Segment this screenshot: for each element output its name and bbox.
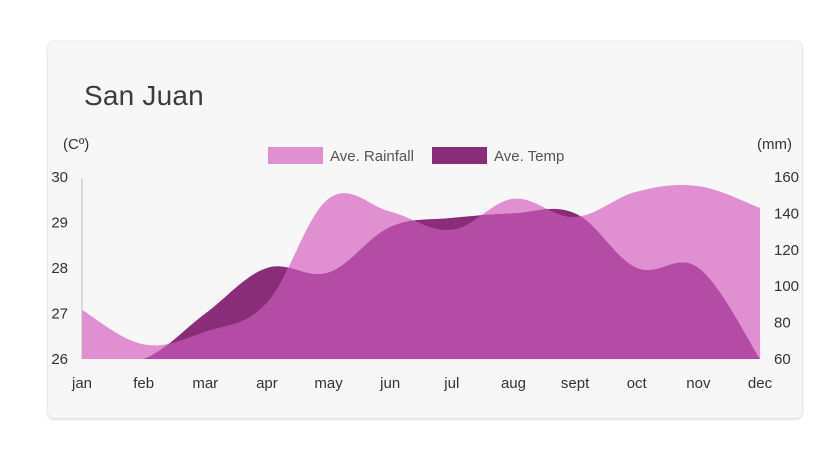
y-right-tick-label: 100 [774, 278, 799, 295]
x-tick-label: may [314, 375, 343, 392]
x-tick-label: oct [627, 375, 648, 392]
y-left-tick-label: 29 [51, 215, 68, 232]
x-tick-label: mar [192, 375, 218, 392]
x-tick-label: nov [686, 375, 711, 392]
y-right-ticks: 60 80 100 120 140 160 [774, 169, 799, 368]
x-tick-label: sept [561, 375, 590, 392]
y-left-tick-label: 26 [51, 351, 68, 368]
legend-label-temp: Ave. Temp [494, 148, 564, 165]
series-areas [82, 184, 760, 359]
legend-swatch-rainfall[interactable] [268, 147, 323, 164]
x-tick-label: jul [443, 375, 459, 392]
x-tick-label: jun [379, 375, 400, 392]
y-left-axis-label: (Cº) [63, 136, 89, 153]
x-tick-label: apr [256, 375, 278, 392]
legend-swatch-temp[interactable] [432, 147, 487, 164]
y-left-tick-label: 27 [51, 306, 68, 323]
y-left-tick-label: 28 [51, 260, 68, 277]
y-right-axis-label: (mm) [757, 136, 792, 153]
x-tick-label: feb [133, 375, 154, 392]
series-overlap-area [82, 208, 760, 359]
y-left-tick-label: 30 [51, 169, 68, 186]
chart-title: San Juan [84, 80, 204, 111]
x-tick-label: aug [501, 375, 526, 392]
y-right-tick-label: 160 [774, 169, 799, 186]
y-right-tick-label: 80 [774, 315, 791, 332]
x-tick-label: dec [748, 375, 773, 392]
y-left-ticks: 26 27 28 29 30 [51, 169, 68, 368]
legend: Ave. Rainfall Ave. Temp [268, 147, 564, 165]
x-axis-ticks: jan feb mar apr may jun jul aug sept oct nov dec [71, 375, 773, 392]
x-tick-label: jan [71, 375, 92, 392]
y-right-tick-label: 60 [774, 351, 791, 368]
legend-label-rainfall: Ave. Rainfall [330, 148, 414, 165]
y-right-tick-label: 140 [774, 205, 799, 222]
y-right-tick-label: 120 [774, 242, 799, 259]
